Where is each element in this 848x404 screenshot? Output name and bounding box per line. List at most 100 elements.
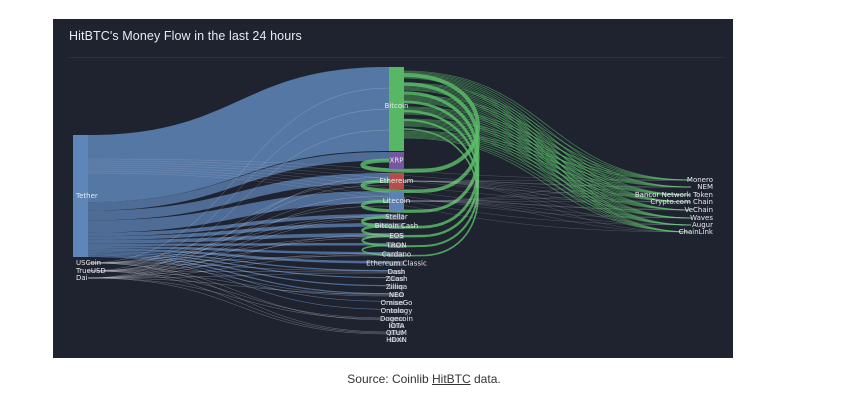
flow-bitcoin-monero <box>403 70 692 181</box>
flow-litecoin-chainlink <box>403 200 692 233</box>
flow-bitcoin-waves <box>403 135 692 219</box>
node-bitcoin-cash <box>389 223 404 229</box>
chart-title: HitBTC's Money Flow in the last 24 hours <box>69 29 302 43</box>
flow-ethereum-monero <box>403 179 692 182</box>
node-litecoin <box>389 191 404 211</box>
flow-tether-eos <box>88 233 389 244</box>
label-nem: NEM <box>697 183 713 191</box>
label-zilliqa: Zilliqa <box>386 283 407 291</box>
flow-bitcoin-waves <box>403 87 692 219</box>
flow-ethereum-augur <box>403 180 692 226</box>
flow-uscoin-eos <box>87 235 390 264</box>
flow-ethereum-nem <box>403 180 692 188</box>
label-vechain: VeChain <box>684 206 713 214</box>
label-ethereum: Ethereum <box>379 177 413 185</box>
flow-trueusd-qtum <box>87 270 390 334</box>
flow-bitcoin-chainlink <box>403 137 692 233</box>
label-neo: NEO <box>389 291 405 299</box>
flow-dai-bitcoin <box>87 129 390 279</box>
flow-bitcoin-chainlink <box>403 89 692 233</box>
flow-bitcoin-waves <box>403 123 692 219</box>
node-tether <box>73 135 88 257</box>
flow-litecoin-waves <box>403 200 692 219</box>
node-zcash <box>389 277 404 281</box>
node-xrp <box>389 152 404 169</box>
label-zcash: ZCash <box>385 275 407 283</box>
label-omisego: OmiseGo <box>381 299 413 307</box>
label-trueusd: TrueUSD <box>75 267 106 275</box>
flow-ethereum-crypto-com-chain <box>403 180 692 203</box>
label-hdxn: HDXN <box>386 336 407 344</box>
label-tron: TRON <box>386 242 407 250</box>
label-iota: IOTA <box>388 322 404 330</box>
flow-uscoin-bitcoin <box>87 87 390 264</box>
flow-ethereum-chainlink <box>403 180 692 233</box>
label-bitcoin-cash: Bitcoin Cash <box>375 222 419 230</box>
label-cardano: Cardano <box>382 251 411 259</box>
node-eos <box>389 233 404 239</box>
flow-trueusd-stellar <box>87 216 390 272</box>
flow-bitcoin-crypto-com-chain <box>403 109 692 203</box>
flow-bitcoin-vechain <box>403 86 692 211</box>
flow-bitcoin-augur <box>403 112 692 226</box>
label-monero: Monero <box>687 176 713 184</box>
flow-bitcoin-chainlink <box>403 125 692 233</box>
flow-dai-neo <box>87 277 390 295</box>
node-ethereum-classic <box>389 261 404 266</box>
label-uscoin: USCoin <box>76 259 101 267</box>
label-dash: Dash <box>388 268 406 276</box>
flow-litecoin-augur <box>403 200 692 226</box>
flow-bitcoin-bancor-network-token <box>403 120 692 196</box>
node-ontology <box>389 309 404 313</box>
label-augur: Augur <box>692 221 713 229</box>
node-omisego <box>389 301 404 305</box>
node-neo <box>389 293 404 297</box>
flow-ethereum-vechain <box>403 180 692 211</box>
flow-bitcoin-litecoin <box>360 91 480 213</box>
label-dai: Dai <box>76 274 88 282</box>
major-flows <box>88 67 480 310</box>
node-ethereum <box>389 173 404 189</box>
title-divider <box>69 57 725 58</box>
label-waves: Waves <box>690 214 713 222</box>
caption-prefix: Source: Coinlib <box>347 372 432 386</box>
node-qtum <box>389 331 404 335</box>
flow-bitcoin-crypto-com-chain <box>403 97 692 203</box>
flow-dai-qtum <box>87 277 390 335</box>
label-ontology: Ontology <box>381 307 413 315</box>
flow-tether-neo <box>88 254 389 295</box>
node-dash <box>389 270 404 274</box>
flow-bitcoin-monero <box>403 82 692 181</box>
flow-bitcoin-bancor-network-token <box>403 72 692 196</box>
flow-trueusd-cardano <box>87 253 390 272</box>
flow-litecoin-bancor-network-token <box>403 194 692 202</box>
source-caption: Source: Coinlib HitBTC data. <box>0 372 848 386</box>
flow-bitcoin-bancor-network-token <box>403 132 692 196</box>
flow-bitcoin-nem <box>403 71 692 188</box>
flow-tether-litecoin <box>88 191 389 233</box>
label-crypto-com-chain: Crypto.com Chain <box>650 198 713 206</box>
flow-ethereum-bancor-network-token <box>403 180 692 196</box>
flow-dai-stellar <box>87 218 390 279</box>
flow-uscoin-qtum <box>87 262 390 333</box>
flow-dai-litecoin <box>87 200 390 279</box>
hitbtc-link[interactable]: HitBTC <box>432 372 471 386</box>
flow-bitcoin-chainlink <box>403 113 692 233</box>
label-litecoin: Litecoin <box>383 197 410 205</box>
flow-uscoin-dash <box>87 262 390 272</box>
flow-bitcoin-augur <box>403 100 692 226</box>
flow-tether-bitcoin <box>88 67 389 203</box>
flow-bitcoin-waves <box>403 111 692 219</box>
flow-bitcoin-nem <box>403 83 692 188</box>
flow-bitcoin-crypto-com-chain <box>403 133 692 203</box>
label-tether: Tether <box>75 192 98 200</box>
flow-tether-zilliqa <box>88 253 389 287</box>
flow-tether-stellar <box>88 214 389 237</box>
node-stellar <box>389 214 404 220</box>
flow-bitcoin-monero <box>403 118 692 181</box>
flow-bitcoin-augur <box>403 136 692 226</box>
flow-bitcoin-chainlink <box>403 77 692 233</box>
flow-bitcoin-crypto-com-chain <box>403 85 692 203</box>
